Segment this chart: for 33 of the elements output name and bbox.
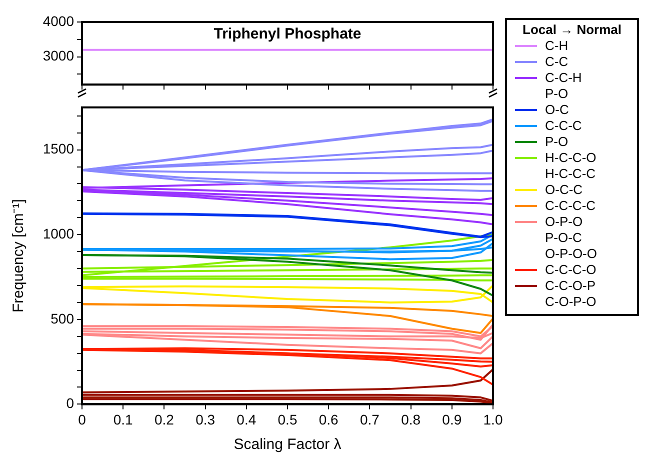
legend-label: H-C-C-O H-C-C-C	[545, 150, 596, 182]
x-tick-label: 0.6	[318, 411, 339, 428]
legend-label: O-C	[545, 102, 569, 118]
chart-title: Triphenyl Phosphate	[214, 26, 362, 43]
legend-label: O-C-C	[545, 182, 583, 198]
x-tick-label: 0.7	[360, 411, 380, 428]
legend-label: C-H	[545, 38, 568, 54]
y-tick-label: 1000	[42, 225, 74, 242]
y-tick-label: 500	[50, 310, 74, 326]
legend-label: C-C-H P-O	[545, 70, 582, 102]
x-tick-label: 0.8	[401, 411, 421, 428]
legend-label: C-C-C	[545, 118, 582, 134]
legend-label: C-C-C-C	[545, 198, 596, 214]
x-tick-label: 0.5	[278, 411, 298, 428]
legend-label: C-C-O-P C-O-P-O	[545, 278, 596, 310]
x-tick-label: 0.4	[236, 411, 256, 428]
x-axis-title: Scaling Factor λ	[234, 436, 342, 454]
y-tick-label: 3000	[42, 48, 74, 64]
y-tick-label: 1500	[42, 140, 74, 157]
x-tick-label: 0.3	[196, 411, 216, 428]
legend-label: O-P-O P-O-C O-P-O-O	[545, 214, 597, 262]
x-tick-label: 0.9	[442, 411, 462, 428]
legend-label: C-C-C-O	[545, 262, 596, 278]
y-axis-title: Frequency [cm⁻¹]	[10, 199, 28, 312]
x-tick-label: 0.2	[154, 411, 174, 428]
legend-label: P-O	[545, 134, 568, 150]
y-tick-label: 0	[66, 395, 74, 412]
legend-title: Local → Normal	[522, 22, 622, 37]
x-tick-label: 0	[78, 411, 86, 428]
y-tick-label: 4000	[42, 12, 74, 29]
x-tick-label: 1.0	[483, 411, 503, 428]
legend-label: C-C	[545, 54, 568, 70]
x-tick-label: 0.1	[113, 411, 134, 428]
